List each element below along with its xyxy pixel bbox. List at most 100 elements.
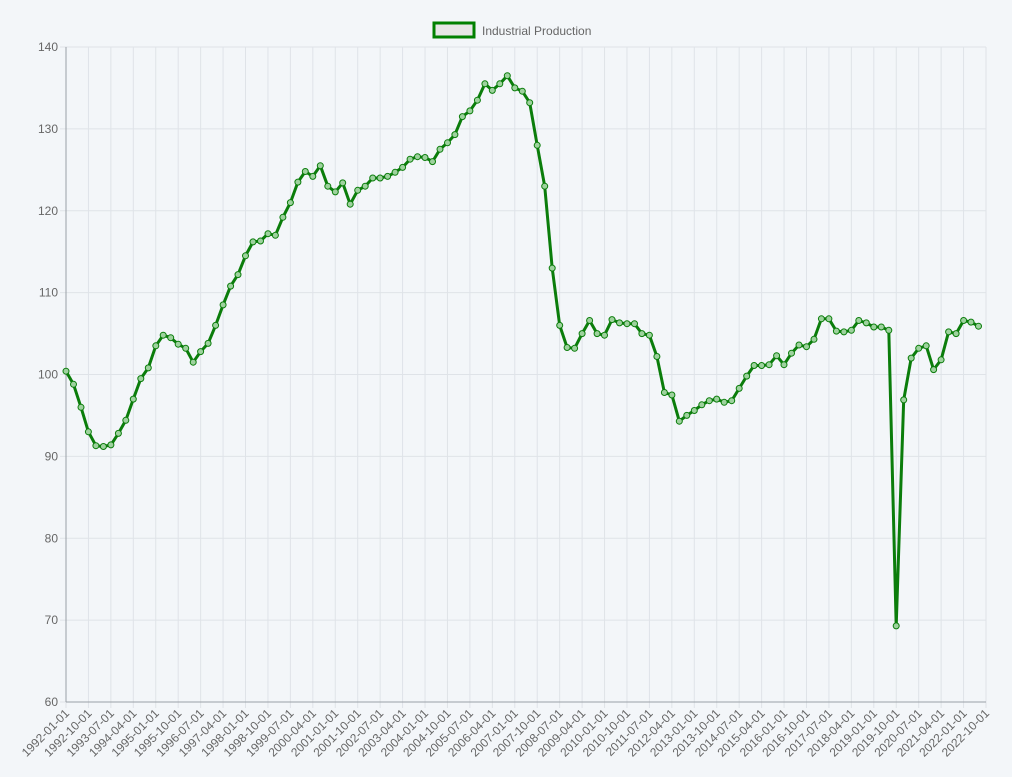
data-point: [137, 375, 145, 383]
y-tick-label: 60: [45, 695, 59, 709]
data-point: [249, 238, 257, 246]
data-point: [533, 141, 541, 149]
data-point: [99, 443, 107, 450]
data-point: [62, 367, 70, 375]
y-tick-label: 130: [38, 122, 58, 136]
data-point: [406, 155, 414, 163]
data-point: [122, 416, 130, 424]
data-point: [945, 328, 953, 336]
data-point: [825, 315, 833, 323]
data-point: [810, 335, 818, 343]
data-point: [765, 361, 773, 369]
data-point: [444, 139, 451, 147]
data-point: [698, 401, 706, 409]
data-point: [114, 429, 122, 437]
data-point: [660, 389, 668, 396]
data-point: [144, 364, 152, 372]
data-point: [885, 326, 893, 334]
data-point: [257, 237, 264, 245]
data-point: [518, 87, 526, 95]
data-point: [690, 407, 698, 414]
x-axis: 1992-01-011992-10-011993-07-011994-04-01…: [19, 701, 992, 760]
data-point: [264, 230, 272, 238]
data-point: [548, 264, 556, 272]
data-point: [758, 362, 766, 369]
y-tick-label: 90: [45, 449, 59, 463]
data-point: [556, 321, 564, 329]
data-point: [159, 331, 167, 339]
y-axis: 60 70 80 90 100 110 120 130 140: [38, 40, 67, 709]
data-point: [788, 349, 795, 357]
data-point: [795, 341, 803, 349]
data-point: [638, 330, 646, 338]
grid-lines: [60, 46, 987, 708]
data-point: [930, 366, 938, 374]
data-point: [197, 348, 205, 356]
data-point: [713, 395, 721, 403]
data-point: [286, 199, 294, 207]
data-point: [294, 178, 302, 186]
data-point: [436, 145, 444, 153]
data-points: [62, 72, 982, 630]
y-tick-label: 70: [45, 613, 59, 627]
data-point: [466, 107, 474, 115]
data-point: [309, 172, 317, 180]
data-point: [645, 331, 653, 339]
data-point: [107, 441, 115, 449]
data-point: [817, 315, 825, 323]
data-point: [70, 380, 77, 388]
data-point: [167, 334, 175, 342]
data-point: [346, 200, 354, 208]
data-point: [892, 622, 900, 630]
data-point: [616, 319, 623, 327]
data-point: [77, 403, 85, 411]
data-point: [414, 153, 421, 161]
data-point: [922, 342, 930, 350]
data-point: [271, 231, 279, 239]
data-point: [631, 320, 638, 328]
data-point: [803, 343, 810, 351]
data-point: [578, 330, 586, 338]
data-point: [735, 384, 743, 392]
data-point: [526, 99, 534, 107]
legend[interactable]: Industrial Production: [432, 21, 591, 39]
data-point: [952, 330, 960, 338]
data-point: [773, 352, 781, 360]
data-point: [429, 158, 436, 166]
data-point: [152, 342, 160, 350]
data-point: [832, 327, 840, 335]
data-point: [227, 282, 235, 290]
y-tick-label: 110: [39, 286, 58, 300]
data-point: [960, 317, 968, 324]
data-point: [182, 344, 190, 352]
data-point: [129, 395, 137, 403]
data-point: [900, 396, 908, 404]
data-point: [541, 182, 549, 190]
data-point: [601, 331, 608, 339]
data-point: [571, 344, 579, 352]
data-point: [488, 86, 496, 94]
data-point: [324, 182, 332, 190]
data-point: [279, 213, 287, 221]
y-tick-label: 140: [38, 40, 58, 54]
y-tick-label: 120: [38, 204, 58, 218]
data-point: [84, 428, 92, 436]
data-point: [189, 358, 197, 366]
data-point: [840, 328, 848, 336]
data-point: [301, 168, 309, 175]
data-point: [369, 174, 377, 182]
data-point: [907, 354, 915, 362]
data-point: [780, 361, 788, 369]
data-point: [975, 322, 982, 330]
data-point: [608, 316, 616, 324]
data-point: [870, 323, 878, 331]
y-tick-label: 80: [45, 531, 59, 545]
data-point: [384, 172, 392, 180]
data-point: [743, 372, 751, 380]
data-point: [847, 326, 855, 334]
data-point: [331, 188, 339, 196]
data-point: [877, 323, 885, 331]
data-point: [234, 271, 242, 279]
